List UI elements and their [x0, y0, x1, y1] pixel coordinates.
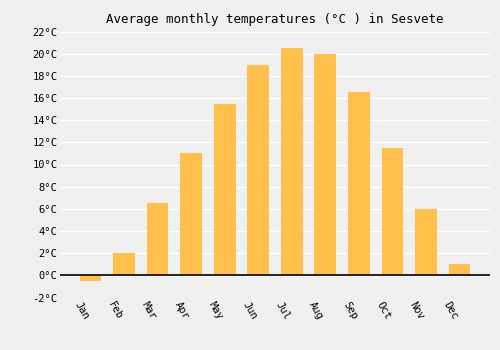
Bar [314, 54, 336, 275]
Bar [146, 203, 169, 275]
Bar [113, 253, 135, 275]
Bar [415, 209, 437, 275]
Bar [80, 275, 102, 281]
Bar [448, 264, 470, 275]
Bar [281, 48, 302, 275]
Bar [382, 148, 404, 275]
Title: Average monthly temperatures (°C ) in Sesvete: Average monthly temperatures (°C ) in Se… [106, 13, 444, 26]
Bar [180, 153, 202, 275]
Bar [248, 65, 269, 275]
Bar [214, 104, 236, 275]
Bar [348, 92, 370, 275]
